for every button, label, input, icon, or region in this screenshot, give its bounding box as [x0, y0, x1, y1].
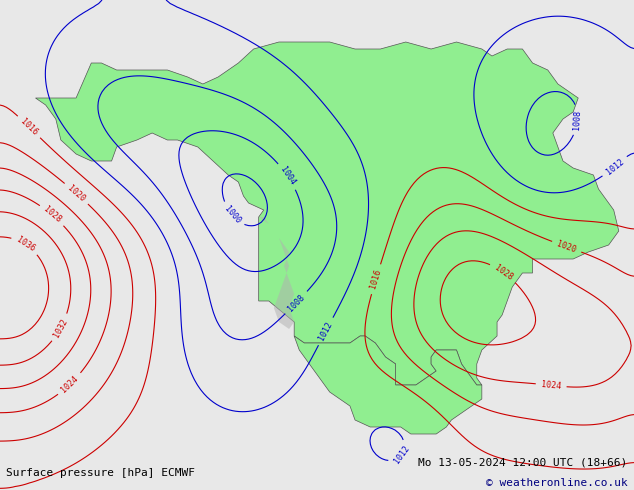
Text: 1004: 1004: [278, 166, 297, 187]
Text: 1008: 1008: [573, 110, 583, 130]
Polygon shape: [294, 336, 482, 434]
Text: 1012: 1012: [317, 320, 334, 343]
Text: 1016: 1016: [18, 117, 39, 137]
Polygon shape: [36, 42, 619, 385]
Text: 1028: 1028: [493, 263, 514, 282]
Text: 1016: 1016: [369, 269, 383, 290]
Text: 1024: 1024: [60, 374, 81, 394]
Text: 1000: 1000: [223, 204, 242, 225]
Text: 1020: 1020: [556, 239, 578, 254]
Text: 1012: 1012: [604, 157, 626, 176]
Text: 1020: 1020: [66, 184, 87, 203]
Text: 1028: 1028: [42, 205, 63, 225]
Text: Mo 13-05-2024 12:00 UTC (18+66): Mo 13-05-2024 12:00 UTC (18+66): [418, 458, 628, 468]
Text: 1024: 1024: [541, 380, 562, 391]
Text: 1036: 1036: [15, 235, 36, 254]
Text: 1012: 1012: [392, 444, 411, 465]
Text: 1032: 1032: [52, 317, 69, 339]
Text: 1008: 1008: [286, 293, 306, 313]
Text: Surface pressure [hPa] ECMWF: Surface pressure [hPa] ECMWF: [6, 468, 195, 478]
Text: © weatheronline.co.uk: © weatheronline.co.uk: [486, 478, 628, 488]
Polygon shape: [254, 217, 294, 329]
